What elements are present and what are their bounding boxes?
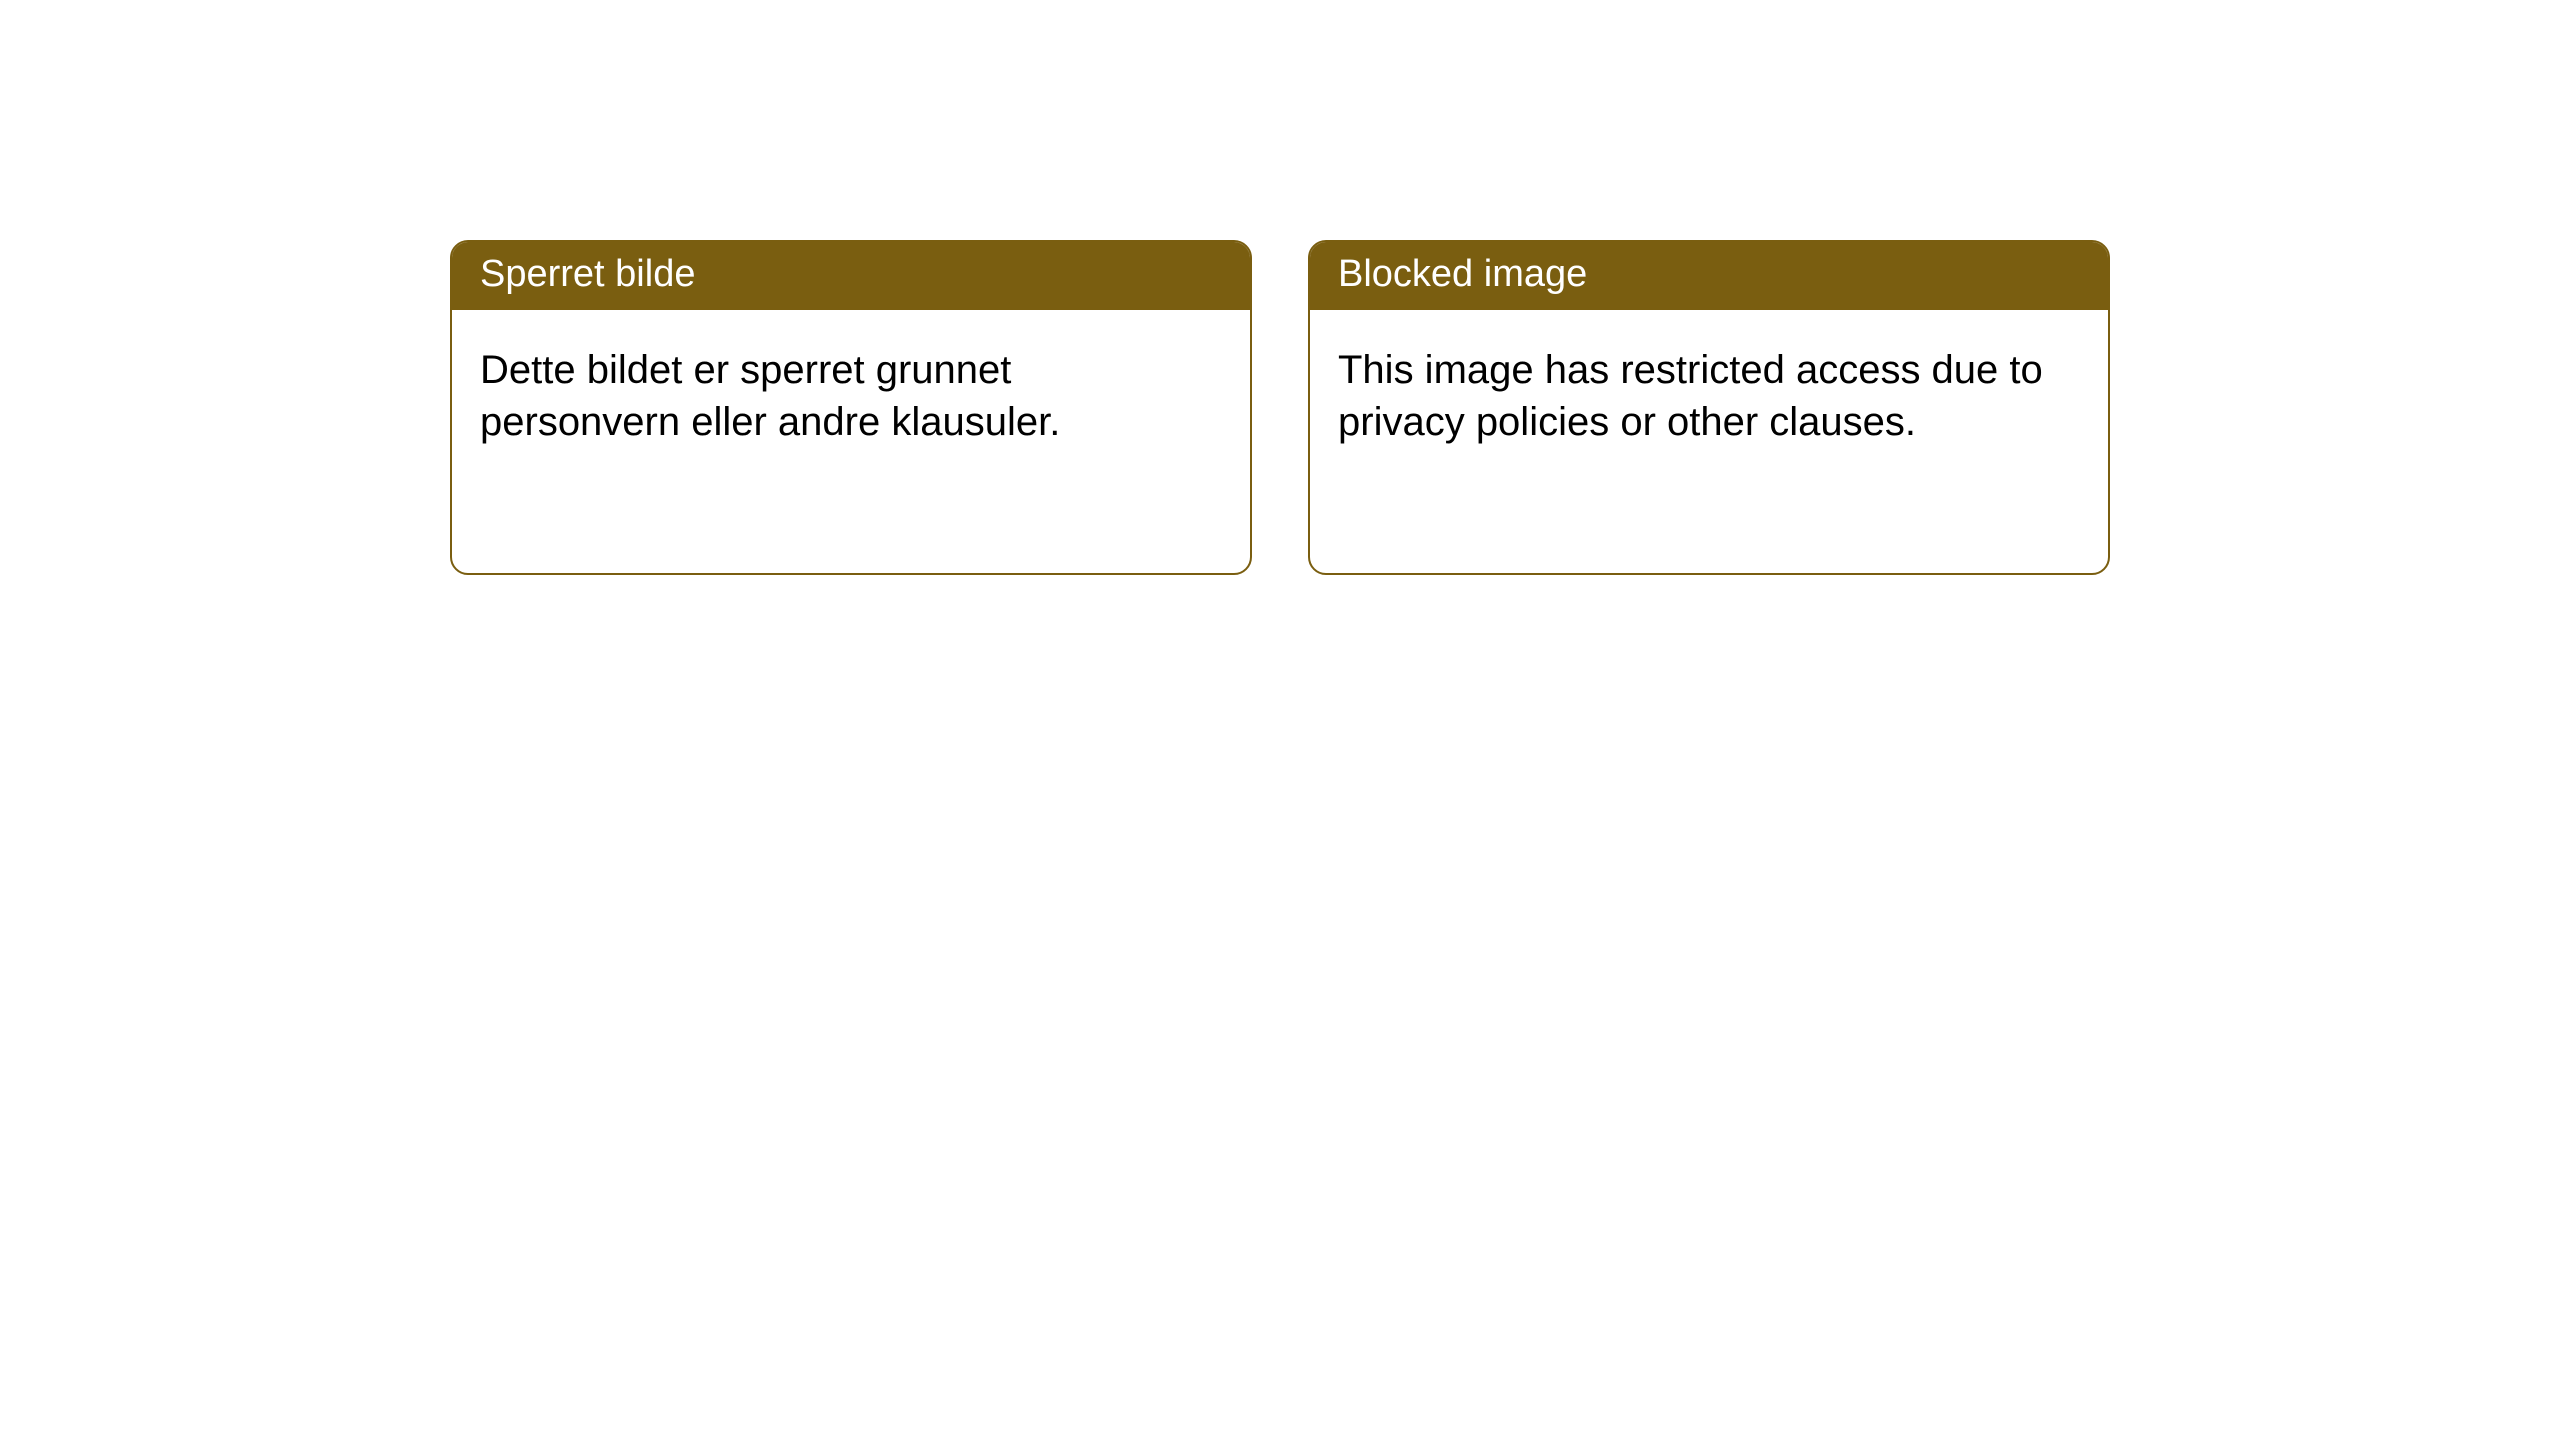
notice-body: This image has restricted access due to … [1310,310,2108,482]
notice-body: Dette bildet er sperret grunnet personve… [452,310,1250,482]
notice-container: Sperret bilde Dette bildet er sperret gr… [0,0,2560,575]
notice-card-english: Blocked image This image has restricted … [1308,240,2110,575]
notice-header: Blocked image [1310,242,2108,310]
notice-card-norwegian: Sperret bilde Dette bildet er sperret gr… [450,240,1252,575]
notice-header: Sperret bilde [452,242,1250,310]
